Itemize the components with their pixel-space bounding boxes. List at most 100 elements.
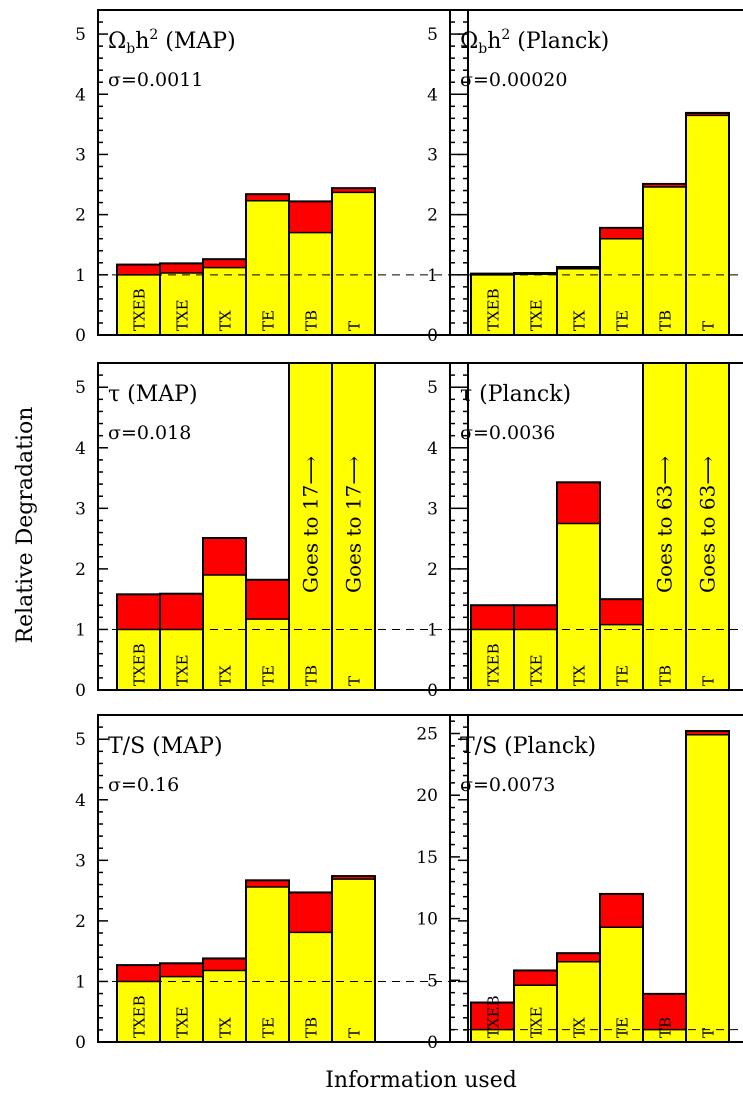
category-label: TXE [528, 1006, 546, 1038]
chart-panel: TXEB TXE TX TE TB Goes to 63⟶ T Goes to 63⟶ 0 1 2 3… [427, 362, 743, 701]
y-tick-label: 4 [75, 791, 86, 811]
y-tick-label: 4 [75, 439, 86, 459]
panel-sigma: σ=0.018 [108, 422, 191, 444]
bar-outline [331, 187, 376, 335]
offscale-label: Goes to 63⟶ [653, 456, 677, 593]
category-label: TXEB [485, 643, 503, 686]
panel-title: τ (Planck) [460, 382, 571, 407]
title-source: (Planck) [497, 734, 596, 759]
panel-frame [97, 9, 469, 336]
bar-base [246, 200, 289, 335]
category-label: T [700, 676, 718, 686]
offscale-label: Goes to 17⟶ [299, 456, 323, 593]
chart-panel: TXEB TXE TX TE TB T 0 1 2 3 4 5 T/S (MAP) σ=0.16 [75, 714, 469, 1053]
category-label: TX [571, 1017, 589, 1038]
bar-base [600, 927, 643, 1042]
y-tick-label: 1 [75, 620, 86, 640]
bar-base [246, 886, 289, 1042]
title-source: (MAP) [120, 382, 197, 407]
panel-sigma: σ=0.16 [108, 774, 179, 796]
bar-base [160, 976, 203, 1042]
category-label: TB [303, 665, 321, 686]
bar-outline [685, 363, 730, 690]
panel-sigma: σ=0.0011 [108, 69, 203, 91]
y-tick-label: 2 [75, 560, 86, 580]
category-label: TB [657, 310, 675, 331]
y-tick-label: 5 [427, 378, 438, 398]
category-label: T [700, 321, 718, 331]
panel-frame [449, 714, 743, 1043]
title-h: h [487, 29, 501, 54]
category-label: TXE [174, 1006, 192, 1038]
y-tick-label: 0 [427, 326, 438, 346]
bar-base [117, 981, 160, 1042]
category-label: TB [657, 665, 675, 686]
bar-base [514, 629, 557, 690]
y-tick-label: 5 [427, 971, 438, 991]
bar-outline [685, 730, 730, 1042]
bar-base [514, 274, 557, 335]
category-label: TXEB [131, 288, 149, 331]
title-symbol: Ω [108, 29, 126, 54]
bar-base [643, 1029, 686, 1042]
y-tick-label: 2 [75, 912, 86, 932]
offscale-label: Goes to 17⟶ [342, 456, 366, 593]
bar-base [686, 115, 729, 335]
bar-base [471, 629, 514, 690]
bar-base [557, 961, 600, 1042]
bar-base [600, 238, 643, 335]
bar-base [289, 932, 332, 1042]
bar-base [332, 879, 375, 1042]
y-tick-label: 3 [75, 851, 86, 871]
y-tick-label: 3 [427, 499, 438, 519]
category-label: TX [571, 310, 589, 331]
title-symbol: T/S [460, 734, 497, 759]
bar-base [557, 268, 600, 335]
category-label: T [346, 676, 364, 686]
plot-area: TXEB TXE TX TE TB Goes to 63⟶ T Goes to 63⟶ [450, 363, 743, 690]
category-label: TE [260, 1017, 278, 1038]
y-tick-label: 3 [75, 145, 86, 165]
category-label: TX [571, 665, 589, 686]
bar-base [557, 523, 600, 690]
category-label: TE [614, 310, 632, 331]
y-tick-label: 5 [75, 378, 86, 398]
category-label: TXE [174, 299, 192, 331]
y-tick-label: 0 [427, 681, 438, 701]
bar-base [471, 274, 514, 335]
y-tick-label: 0 [75, 1033, 86, 1053]
title-source: (Planck) [510, 29, 609, 54]
chart-panel: TXEB TXE TX TE TB Goes to 17⟶ T Goes to 17⟶ 0 1 2 3… [75, 362, 469, 701]
category-label: T [700, 1028, 718, 1038]
category-label: TE [614, 665, 632, 686]
bar-outline [331, 363, 376, 690]
panel-sigma: σ=0.0036 [460, 422, 555, 444]
y-tick-label: 5 [427, 25, 438, 45]
bar-base [643, 363, 686, 690]
bar-base [686, 363, 729, 690]
y-tick-label: 3 [427, 145, 438, 165]
y-tick-label: 1 [75, 972, 86, 992]
y-tick-label: 15 [416, 848, 438, 868]
title-symbol: T/S [108, 734, 145, 759]
title-symbol: τ [460, 382, 472, 407]
y-tick-label: 2 [427, 560, 438, 580]
category-label: TX [217, 1017, 235, 1038]
y-tick-label: 0 [427, 1033, 438, 1053]
bar-base [160, 629, 203, 690]
category-label: TX [217, 310, 235, 331]
y-tick-label: 4 [75, 85, 86, 105]
offscale-label: Goes to 63⟶ [696, 456, 720, 593]
category-label: TX [217, 665, 235, 686]
panel-frame [97, 714, 469, 1043]
category-label: TE [260, 310, 278, 331]
y-tick-label: 5 [75, 25, 86, 45]
bar-base [643, 186, 686, 335]
y-tick-label: 1 [427, 266, 438, 286]
panel-title: Ωbh2 (Planck) [460, 27, 609, 57]
bar-base [600, 624, 643, 690]
category-label: TE [260, 665, 278, 686]
y-axis-title: Relative Degradation [13, 407, 38, 644]
